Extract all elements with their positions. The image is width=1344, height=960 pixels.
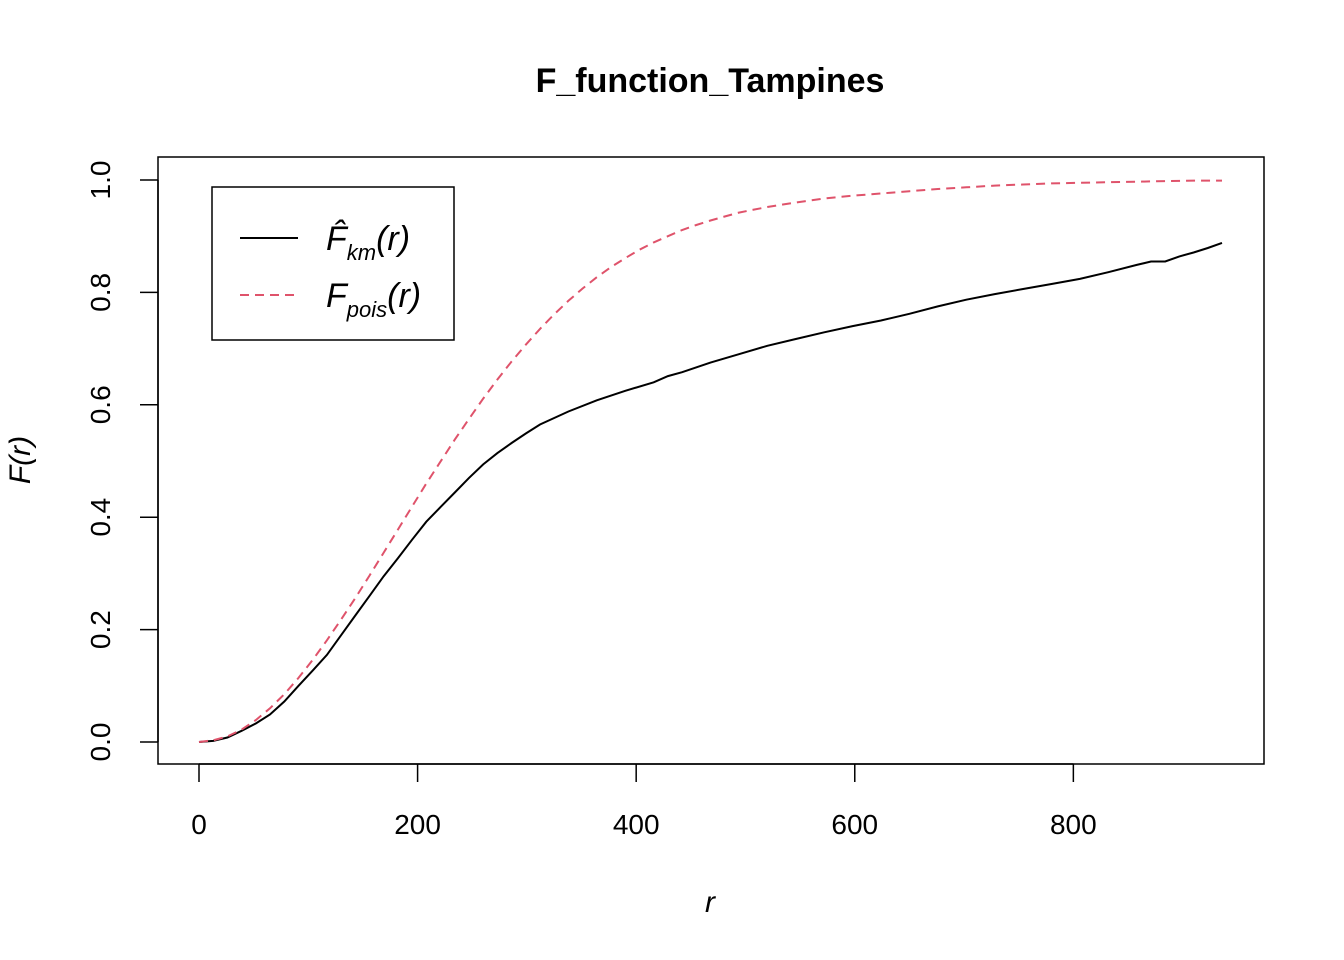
y-tick-label: 0.8: [85, 273, 116, 312]
legend-box: [211, 186, 455, 341]
legend-label-fkm: F̂km(r): [326, 219, 410, 265]
x-tick-label: 400: [613, 809, 660, 840]
y-tick-label: 0.0: [85, 723, 116, 762]
x-tick-label: 200: [394, 809, 441, 840]
y-tick-label: 0.2: [85, 610, 116, 649]
y-axis-label: F(r): [4, 436, 37, 484]
y-tick-label: 0.4: [85, 498, 116, 537]
legend-label-fpois: Fpois(r): [326, 277, 421, 322]
y-tick-label: 1.0: [85, 161, 116, 200]
chart-title: F_function_Tampines: [536, 62, 885, 100]
series-line-pois: [198, 179, 1222, 743]
legend: F̂km(r) Fpois(r): [211, 186, 455, 341]
x-tick-label: 600: [831, 809, 878, 840]
series-line-km: [198, 241, 1223, 743]
x-tick-label: 800: [1050, 809, 1097, 840]
x-axis: 0 200 400 600 800: [191, 763, 1097, 840]
x-tick-label: 0: [191, 809, 207, 840]
series-layer: [198, 179, 1223, 743]
y-axis: 0.0 0.2 0.4 0.6 0.8 1.0: [85, 161, 159, 762]
y-tick-label: 0.6: [85, 385, 116, 424]
x-axis-label: r: [705, 886, 716, 919]
